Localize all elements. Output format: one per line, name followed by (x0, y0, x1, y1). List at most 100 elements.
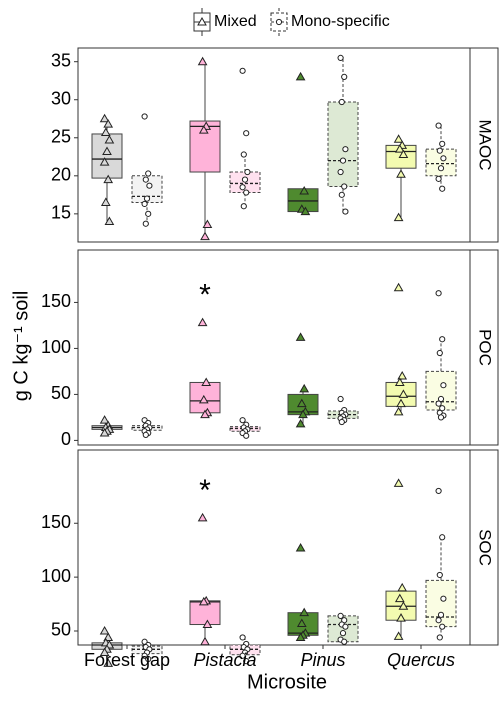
data-point (435, 122, 442, 129)
data-point (103, 174, 114, 184)
data-point (243, 130, 250, 137)
strip (469, 47, 499, 243)
data-point (146, 182, 153, 189)
data-point (240, 203, 247, 210)
data-point (99, 113, 110, 123)
data-point (197, 317, 208, 327)
data-point (243, 432, 250, 439)
data-point (145, 210, 152, 217)
data-point (197, 56, 208, 66)
data-point (393, 478, 404, 487)
data-point (202, 219, 213, 229)
data-point (337, 612, 344, 620)
data-point (393, 134, 404, 143)
data-point (394, 144, 405, 153)
x-axis-title: Microsite (247, 671, 327, 693)
data-point (299, 186, 310, 195)
data-point (241, 176, 249, 183)
data-point (339, 630, 347, 637)
data-point (299, 383, 310, 393)
y-tick-label: 35 (51, 50, 71, 70)
data-point (198, 394, 209, 404)
data-point (339, 157, 347, 164)
data-point (338, 191, 345, 198)
data-point (341, 638, 348, 645)
data-point (198, 125, 209, 134)
strip-label: SOC (476, 529, 495, 566)
y-tick-label: 0 (61, 429, 71, 449)
data-point (435, 175, 442, 182)
data-point (145, 170, 152, 177)
annotation: * (199, 279, 211, 312)
x-tick-label: Pistacia (193, 650, 256, 670)
data-point (197, 16, 207, 26)
data-point (435, 617, 442, 624)
data-point (275, 18, 283, 26)
data-point (243, 658, 250, 665)
data-point (440, 595, 447, 602)
data-point (439, 140, 446, 147)
y-tick-label: 15 (51, 203, 71, 223)
data-point (296, 398, 307, 408)
data-point (437, 611, 445, 618)
data-point (393, 282, 404, 292)
data-point (240, 151, 247, 158)
y-tick-label: 150 (41, 291, 71, 311)
data-point (200, 231, 210, 241)
data-point (142, 176, 149, 183)
data-point (239, 634, 246, 641)
data-point (439, 534, 446, 541)
data-point (342, 623, 349, 630)
data-point (398, 389, 409, 398)
annotation: * (199, 474, 211, 507)
data-point (435, 290, 442, 297)
y-tick-label: 100 (41, 566, 71, 586)
data-point (436, 634, 443, 641)
y-tick-label: 20 (51, 165, 71, 185)
y-tick-label: 25 (51, 127, 71, 147)
data-point (439, 185, 446, 192)
data-point (393, 406, 404, 416)
strip-label: MAOC (476, 120, 495, 171)
data-point (439, 623, 446, 630)
x-tick-label: Forest gap (84, 650, 170, 670)
data-point (99, 625, 110, 635)
data-point (338, 418, 345, 426)
data-point (396, 398, 406, 408)
data-point (142, 220, 149, 227)
data-point (142, 431, 149, 438)
data-point (99, 647, 110, 657)
y-tick-label: 50 (51, 383, 71, 403)
data-point (394, 593, 405, 603)
data-point (100, 197, 111, 206)
box (327, 615, 359, 643)
data-point (200, 409, 210, 419)
data-point (342, 146, 349, 153)
data-point (437, 414, 445, 421)
data-point (440, 382, 447, 389)
data-point (295, 632, 306, 641)
data-point (398, 149, 409, 159)
data-point (202, 619, 213, 629)
data-point (104, 135, 115, 144)
legend-label: Mono-specific (291, 13, 390, 30)
data-point (141, 113, 148, 120)
data-point (394, 377, 405, 386)
data-point (99, 157, 110, 166)
data-point (296, 618, 307, 627)
strip (469, 449, 499, 646)
data-point (341, 73, 348, 81)
legend-label: Mixed (214, 13, 257, 30)
data-point (300, 206, 311, 216)
data-point (341, 183, 348, 190)
y-tick-label: 100 (41, 337, 71, 357)
data-point (298, 409, 308, 419)
data-point (337, 54, 344, 61)
data-point (439, 336, 446, 343)
data-point (440, 155, 447, 162)
data-point (295, 71, 306, 81)
data-point (141, 200, 148, 208)
data-point (397, 582, 408, 592)
